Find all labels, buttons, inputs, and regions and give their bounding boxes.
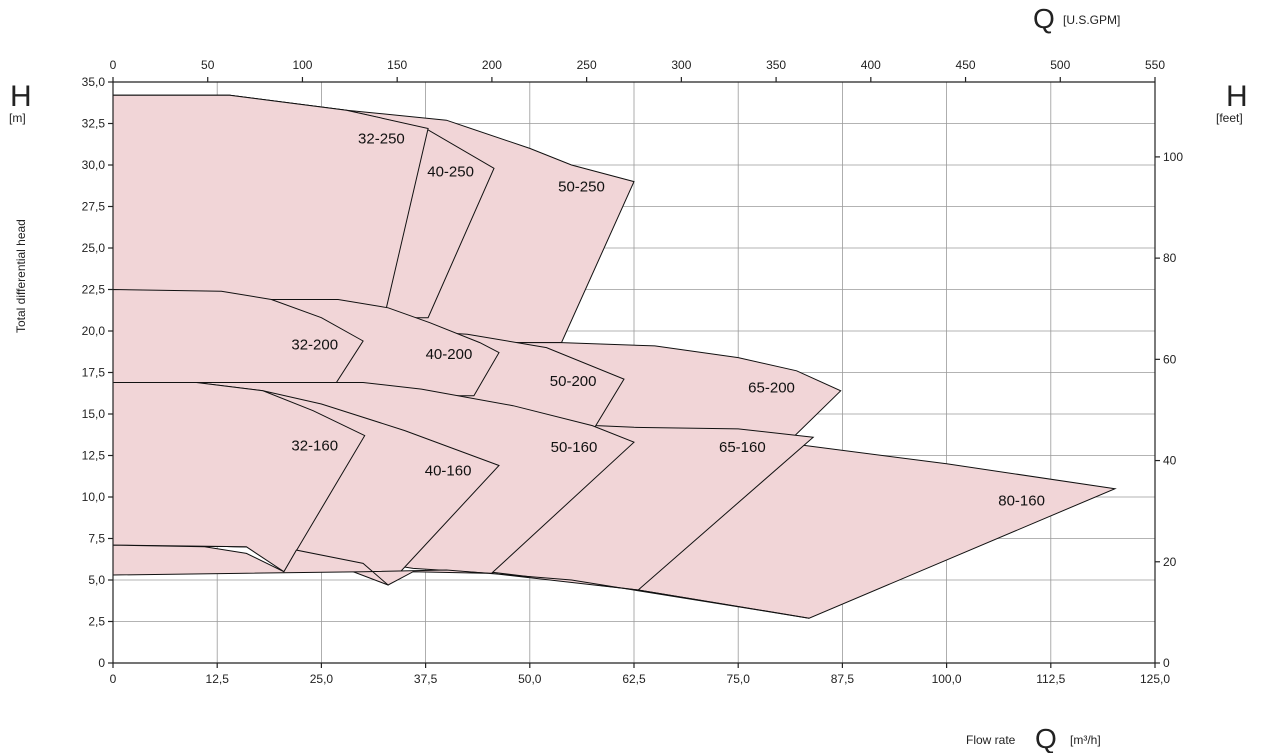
top-tick-label: 500 [1050, 58, 1070, 72]
pump-zone-32-250 [112, 94, 429, 309]
zone-labels: 80-160 50-250 40-250 32-250 65-200 65-160 50-2… [291, 130, 1045, 509]
bottom-tick-label: 100,0 [932, 672, 962, 686]
left-tick-label: 17,5 [82, 366, 106, 380]
right-tick-label: 0 [1163, 656, 1170, 670]
left-tick-label: 5,0 [88, 573, 105, 587]
zone-label-32-200: 32-200 [291, 336, 338, 353]
pump-zones [112, 94, 1117, 619]
bottom-tick-label: 0 [110, 672, 117, 686]
zone-label-32-160: 32-160 [291, 438, 338, 455]
zone-label-40-250: 40-250 [427, 164, 474, 181]
bottom-tick-label: 87,5 [831, 672, 855, 686]
top-tick-label: 150 [387, 58, 407, 72]
top-tick-label: 250 [577, 58, 597, 72]
left-tick-label: 32,5 [82, 117, 106, 131]
bottom-tick-label: 75,0 [727, 672, 751, 686]
left-tick-label: 25,0 [82, 241, 106, 255]
right-tick-label: 80 [1163, 251, 1177, 265]
top-tick-label: 50 [201, 58, 215, 72]
left-tick-label: 2,5 [88, 615, 105, 629]
bottom-tick-label: 37,5 [414, 672, 438, 686]
zone-label-50-200: 50-200 [550, 373, 597, 390]
zone-label-65-160: 65-160 [719, 439, 766, 456]
left-axis-label: Total differential head [14, 219, 28, 333]
bottom-tick-label: 50,0 [518, 672, 542, 686]
right-axis-h-symbol: H [1226, 80, 1248, 113]
top-axis-q-symbol: Q [1033, 3, 1055, 34]
left-tick-label: 10,0 [82, 490, 106, 504]
zone-label-40-200: 40-200 [426, 346, 473, 363]
left-tick-label: 20,0 [82, 324, 106, 338]
right-tick-label: 100 [1163, 150, 1183, 164]
bottom-axis-q-symbol: Q [1035, 723, 1057, 753]
tick-labels: 0 12,5 25,0 37,5 50,0 62,5 75,0 87,5 100,0 112,5 1… [82, 58, 1184, 686]
right-tick-label: 20 [1163, 555, 1177, 569]
zone-label-50-160: 50-160 [551, 439, 598, 456]
zone-label-32-250: 32-250 [358, 130, 405, 147]
left-tick-label: 30,0 [82, 158, 106, 172]
left-tick-label: 12,5 [82, 449, 106, 463]
left-tick-label: 35,0 [82, 75, 106, 89]
zone-label-50-250: 50-250 [558, 179, 605, 196]
zone-label-80-160: 80-160 [998, 492, 1045, 509]
bottom-axis-label: Flow rate [966, 733, 1016, 747]
top-tick-label: 550 [1145, 58, 1165, 72]
zone-label-40-160: 40-160 [425, 462, 472, 479]
top-tick-label: 400 [861, 58, 881, 72]
top-tick-label: 0 [110, 58, 117, 72]
left-tick-label: 15,0 [82, 407, 106, 421]
bottom-tick-label: 62,5 [622, 672, 646, 686]
left-axis-h-symbol: H [10, 80, 32, 113]
pump-zone-bottom-band [112, 544, 810, 619]
top-tick-label: 300 [671, 58, 691, 72]
bottom-axis-unit: [m³/h] [1070, 733, 1101, 747]
left-tick-label: 27,5 [82, 200, 106, 214]
right-tick-label: 40 [1163, 454, 1177, 468]
top-tick-label: 350 [766, 58, 786, 72]
bottom-tick-label: 125,0 [1140, 672, 1170, 686]
left-axis-unit: [m] [9, 111, 26, 125]
left-tick-label: 7,5 [88, 532, 105, 546]
bottom-tick-label: 25,0 [310, 672, 334, 686]
left-tick-label: 0 [98, 656, 105, 670]
right-tick-label: 60 [1163, 352, 1177, 366]
bottom-tick-label: 12,5 [206, 672, 230, 686]
bottom-tick-label: 112,5 [1036, 672, 1065, 686]
right-axis-unit: [feet] [1216, 111, 1243, 125]
top-tick-label: 100 [292, 58, 312, 72]
top-axis-unit: [U.S.GPM] [1063, 13, 1120, 27]
top-tick-label: 450 [956, 58, 976, 72]
top-tick-label: 200 [482, 58, 502, 72]
left-tick-label: 22,5 [82, 283, 106, 297]
zone-label-65-200: 65-200 [748, 379, 795, 396]
